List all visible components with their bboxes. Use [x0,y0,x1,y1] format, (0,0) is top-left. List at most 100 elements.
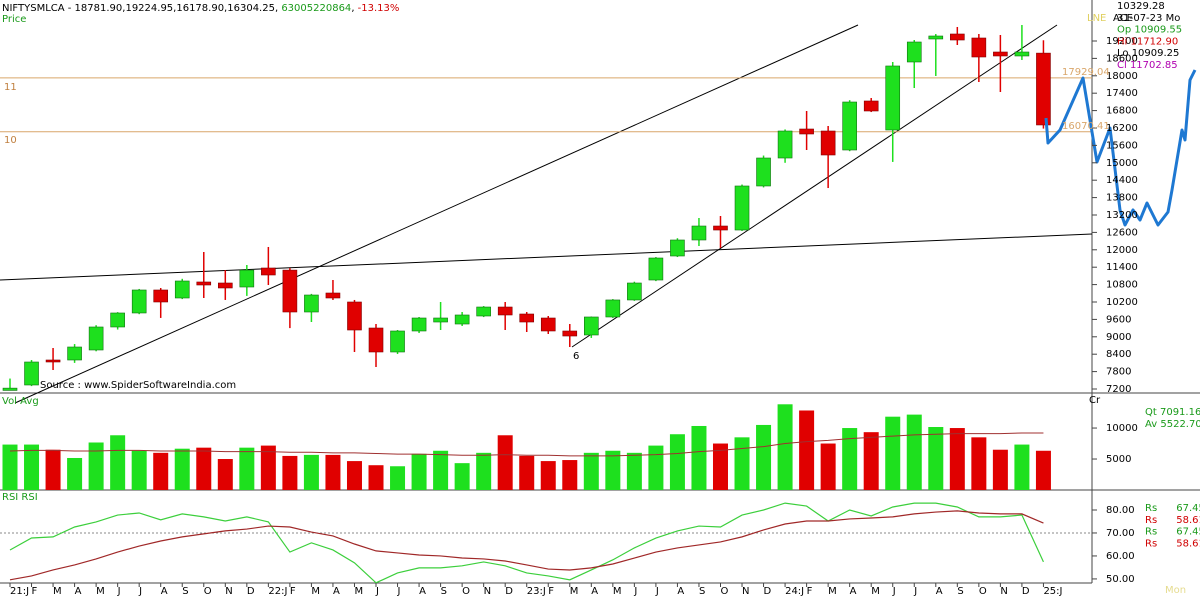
volume-bar [712,443,728,490]
volume-bar [540,461,556,490]
y-tick-label: 70.00 [1106,528,1135,539]
candle-body [239,269,255,288]
candle-body [756,157,771,187]
y-tick-label: 13200 [1106,210,1138,221]
x-tick-label: O [979,586,987,597]
rsi-line [9,502,1044,584]
x-tick-label: D [764,586,772,597]
volume-bar [346,461,362,490]
candle-body [110,312,125,328]
y-tick-label: 10800 [1106,280,1138,291]
x-tick-label: J [892,586,896,597]
x-tick-label: M [570,586,579,597]
volume-bar [110,435,126,490]
y-tick-label: 17400 [1106,88,1138,99]
y-tick-label: 7200 [1106,384,1131,395]
candle-body [218,282,233,289]
candle-body [131,289,147,314]
candle-body [88,326,104,351]
corner-label: Cr [1089,395,1101,406]
y-tick-label: 13800 [1106,193,1138,204]
footer: Mon [1165,585,1186,596]
volume-bar [863,432,879,490]
candle-body [1014,51,1030,57]
x-tick-label: O [204,586,212,597]
volume-bar [562,460,578,490]
info-text: Op 10909.55 [1117,25,1182,36]
volume-bar [842,428,858,490]
volume-bar [519,455,535,490]
x-tick-label: F [290,586,296,597]
x-tick-label: M [311,586,320,597]
x-tick-label: J [117,586,121,597]
volume-bar [949,428,965,490]
x-tick-label: O [720,586,728,597]
annotation: 6 [573,351,579,362]
candle-body [950,33,965,41]
x-tick-label: F [548,586,554,597]
x-tick-label: D [247,586,255,597]
candle-body [885,65,901,131]
volume-bar [497,435,513,490]
info-text: Rs 58.61 [1145,538,1200,549]
volume-bar [196,447,212,490]
candle-body [174,280,190,299]
x-tick-label: 23:J [527,586,546,597]
info-text: Hi 11712.90 [1117,36,1178,47]
candle-body [863,100,879,112]
volume-bar [605,450,621,490]
candle-body [842,101,857,151]
y-tick-label: 12600 [1106,227,1138,238]
volume-bar [820,443,836,490]
x-tick-label: A [161,586,168,597]
volume-bar [390,466,406,490]
candle-body [347,301,362,331]
volume-bar [88,442,104,490]
candle-body [1036,52,1051,126]
candle-body [777,130,793,159]
x-tick-label: S [957,586,963,597]
candle-body [261,267,276,276]
x-tick-label: A [850,586,857,597]
y-tick-label: 15600 [1106,140,1138,151]
y-tick-label: 5000 [1106,454,1131,465]
y-tick-label: 14400 [1106,175,1138,186]
y-tick-label: 10000 [1106,423,1138,434]
info-text: Rs 67.45 [1145,527,1200,538]
volume-bar [992,449,1008,490]
volume-bar [411,453,427,490]
candle-body [584,316,599,336]
x-tick-label: 21:J [10,586,29,597]
candle-body [45,359,61,363]
volume-bar [217,459,233,490]
header-text: NIFTYSMLCA - 18781.90,19224.95,16178.90,… [2,3,281,14]
x-tick-label: F [32,586,38,597]
candle-body [691,225,707,241]
x-tick-label: A [591,586,598,597]
x-tick-label: M [828,586,837,597]
candle-body [670,239,685,257]
y-tick-label: 8400 [1106,349,1131,360]
candle-body [605,299,621,318]
x-tick-label: A [936,586,943,597]
info-text: Rs 67.45 [1145,503,1200,514]
info-text: Lo 10909.25 [1117,48,1179,59]
x-tick-label: M [613,586,622,597]
candle-body [325,292,341,299]
y-tick-label: 9600 [1106,314,1131,325]
volume-bar [153,452,169,490]
candle-body [993,51,1008,57]
x-tick-label: M [96,586,105,597]
volume-bar [777,404,793,490]
volume-bar [734,437,750,490]
volume-bar [648,445,664,490]
x-tick-label: A [677,586,684,597]
header-change: -13.13% [358,3,400,14]
volume-bar [433,450,449,490]
drawing [1044,69,1197,227]
info-text: Av 5522.70 [1145,419,1200,430]
candle-body [433,317,448,323]
volume-bar [756,424,772,490]
y-tick-label: 10200 [1106,297,1138,308]
x-tick-label: 24:J [785,586,804,597]
